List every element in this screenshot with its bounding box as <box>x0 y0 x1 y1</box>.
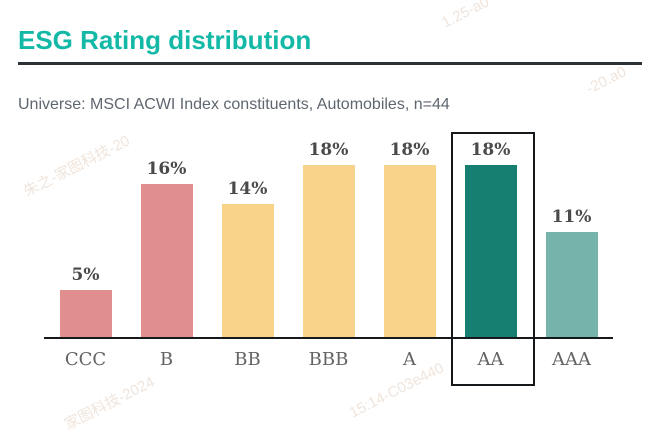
bar-column-bbb: 18% <box>288 130 369 338</box>
bar-value-label: 18% <box>389 140 430 160</box>
bar-value-label: 14% <box>227 179 268 199</box>
watermark-text: -20.a0 <box>583 63 630 98</box>
watermark-text: 家图科技-2024 <box>61 373 158 434</box>
x-axis-label-bb: BB <box>234 349 261 370</box>
bar-bb <box>221 204 274 338</box>
x-axis-label-bbb: BBB <box>308 349 349 370</box>
x-axis-label-b: B <box>159 349 174 370</box>
bar-column-ccc: 5% <box>45 130 126 338</box>
bar-aa <box>464 165 517 338</box>
bar-column-aaa: 11% <box>531 130 612 338</box>
bar-bbb <box>302 165 355 338</box>
x-axis-line <box>44 337 613 339</box>
bar-plot-area: 5% 16% 14% 18% 18% 18% 11% <box>45 130 612 338</box>
bar-value-label: 18% <box>308 140 349 160</box>
bar-value-label: 16% <box>146 159 187 179</box>
bar-column-aa: 18% <box>450 130 531 338</box>
x-axis-label-aa: AA <box>477 349 504 370</box>
bar-column-a: 18% <box>369 130 450 338</box>
bar-column-b: 16% <box>126 130 207 338</box>
x-axis-label-a: A <box>403 349 416 370</box>
bar-value-label: 5% <box>71 265 100 285</box>
watermark-text: 1.25-a0 <box>438 0 492 32</box>
esg-rating-chart: ESG Rating distribution Universe: MSCI A… <box>18 0 642 433</box>
x-axis-label-aaa: AAA <box>552 349 591 370</box>
bar-value-label: 18% <box>470 140 511 160</box>
bar-ccc <box>59 290 112 338</box>
title-divider <box>18 62 642 65</box>
x-axis-labels: CCC B BB BBB A AA AAA <box>45 349 612 370</box>
bar-value-label: 11% <box>551 207 592 227</box>
x-axis-label-ccc: CCC <box>64 349 107 370</box>
bar-column-bb: 14% <box>207 130 288 338</box>
bar-a <box>383 165 436 338</box>
chart-subtitle: Universe: MSCI ACWI Index constituents, … <box>18 96 450 113</box>
bar-b <box>140 184 193 338</box>
page-title: ESG Rating distribution <box>18 25 312 56</box>
bar-aaa <box>545 232 598 338</box>
